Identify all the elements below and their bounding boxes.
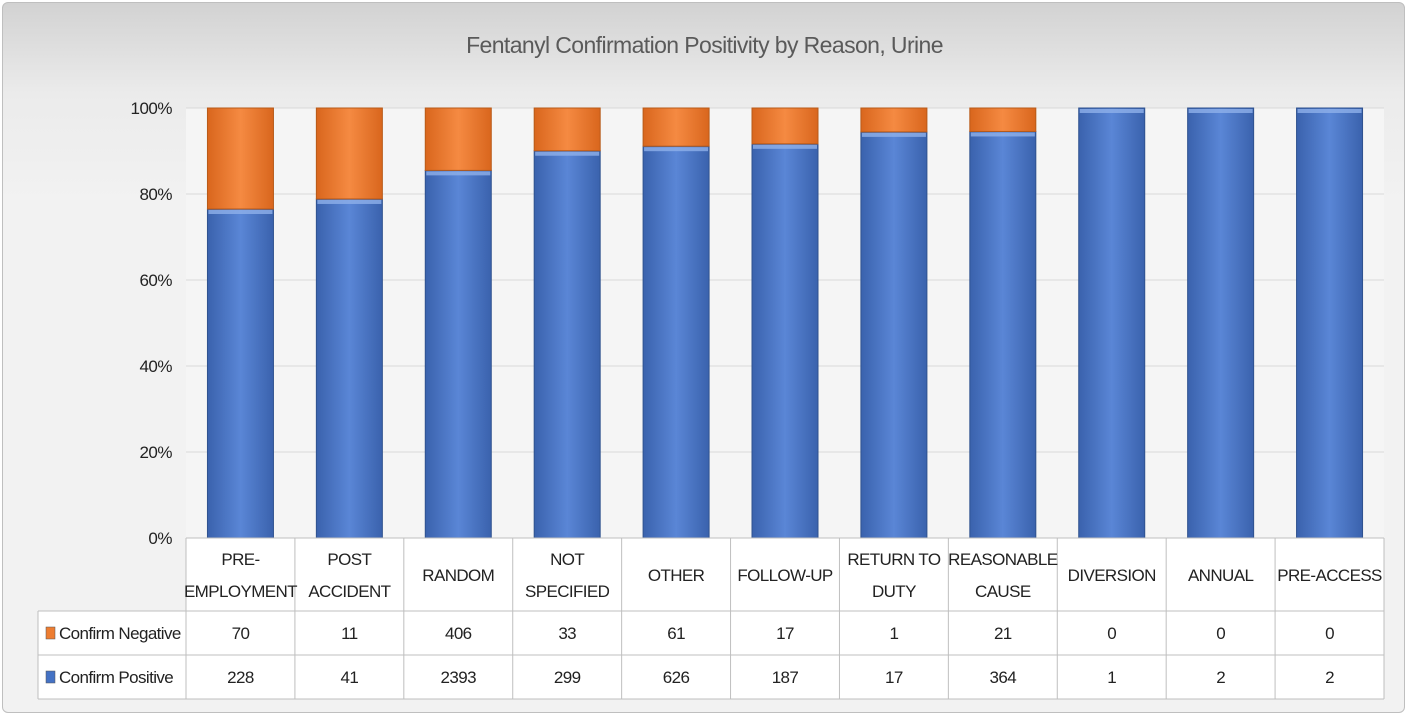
bar-confirm-negative (206, 107, 274, 210)
y-tick-label: 80% (139, 185, 172, 204)
category-label: OTHER (648, 566, 705, 585)
table-value: 17 (776, 624, 794, 643)
category-label: SPECIFIED (525, 582, 610, 601)
bar-confirm-negative (860, 107, 928, 133)
bar-highlight (1188, 109, 1253, 113)
bar-confirm-positive (642, 145, 710, 539)
table-value: 11 (341, 624, 358, 643)
category-label: PRE-ACCESS (1277, 566, 1382, 585)
table-value: 0 (1107, 624, 1116, 643)
bar-highlight (208, 210, 273, 215)
category-label: REASONABLE (948, 550, 1058, 569)
bar-confirm-positive (1187, 107, 1255, 539)
bar-highlight (644, 147, 709, 152)
bar-confirm-positive (969, 130, 1037, 539)
table-value: 626 (663, 668, 690, 687)
table-value: 187 (772, 668, 799, 687)
category-label: RETURN TO (847, 550, 941, 569)
bar-confirm-positive (315, 198, 383, 539)
bar-highlight (1297, 109, 1362, 113)
table-value: 0 (1325, 624, 1334, 643)
bar-confirm-positive (1296, 107, 1364, 539)
category-label: CAUSE (975, 582, 1031, 601)
legend-swatch (45, 626, 56, 640)
bar-highlight (970, 132, 1035, 137)
bar-confirm-positive (751, 143, 819, 539)
category-row-bg (186, 538, 1384, 611)
y-tick-label: 20% (139, 443, 172, 462)
y-tick-label: 100% (131, 99, 173, 118)
category-label: DIVERSION (1068, 566, 1156, 585)
y-tick-label: 0% (148, 529, 172, 548)
category-label: DUTY (872, 582, 916, 601)
table-value: 1 (1107, 668, 1116, 687)
table-value: 2 (1325, 668, 1334, 687)
bar-confirm-negative (424, 107, 492, 171)
bar-confirm-negative (533, 107, 601, 152)
legend-label: Confirm Positive (59, 668, 173, 687)
table-value: 21 (994, 624, 1012, 643)
category-label: POST (327, 550, 371, 569)
category-label: ACCIDENT (308, 582, 390, 601)
category-label: FOLLOW-UP (737, 566, 833, 585)
bar-confirm-positive (206, 208, 274, 539)
table-value: 364 (990, 668, 1017, 687)
bar-confirm-negative (642, 107, 710, 147)
bar-highlight (861, 132, 926, 137)
table-value: 33 (558, 624, 576, 643)
bar-highlight (317, 199, 382, 204)
bar-highlight (535, 151, 600, 156)
y-tick-label: 60% (139, 271, 172, 290)
bar-confirm-negative (315, 107, 383, 200)
bar-confirm-positive (860, 131, 928, 539)
category-label: NOT (550, 550, 584, 569)
table-value: 17 (885, 668, 903, 687)
bar-highlight (1079, 109, 1144, 113)
table-value: 2 (1216, 668, 1225, 687)
y-tick-label: 40% (139, 357, 172, 376)
table-value: 61 (667, 624, 685, 643)
bar-confirm-positive (1078, 107, 1146, 539)
table-value: 41 (341, 668, 359, 687)
category-label: EMPLOYMENT (184, 582, 297, 601)
table-value: 228 (227, 668, 254, 687)
category-label: ANNUAL (1188, 566, 1254, 585)
category-label: RANDOM (422, 566, 494, 585)
table-value: 1 (889, 624, 898, 643)
bar-confirm-positive (533, 150, 601, 539)
chart-title: Fentanyl Confirmation Positivity by Reas… (466, 32, 943, 58)
table-value: 406 (445, 624, 472, 643)
bar-highlight (753, 144, 817, 149)
bar-confirm-negative (751, 107, 819, 145)
bar-confirm-negative (969, 107, 1037, 132)
legend-label: Confirm Negative (59, 624, 181, 643)
bar-confirm-positive (424, 169, 492, 539)
legend-swatch (45, 670, 56, 684)
table-value: 70 (232, 624, 250, 643)
category-label: PRE- (221, 550, 259, 569)
table-value: 0 (1216, 624, 1225, 643)
table-value: 299 (554, 668, 581, 687)
table-value: 2393 (441, 668, 477, 687)
bar-highlight (426, 171, 491, 176)
